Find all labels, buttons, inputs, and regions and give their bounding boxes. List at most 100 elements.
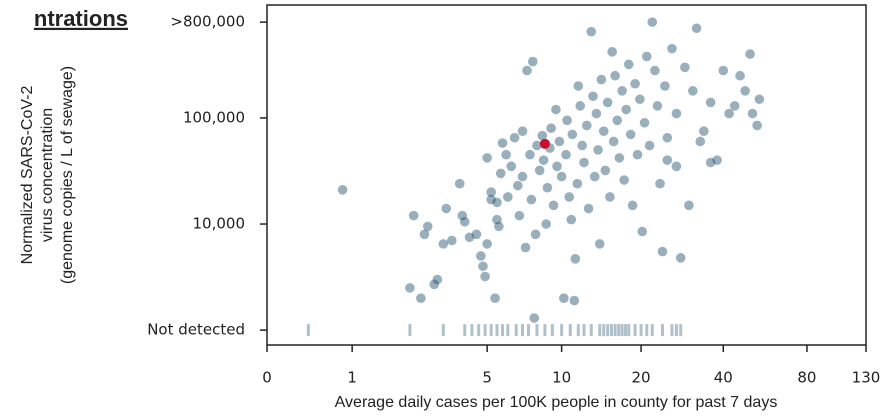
y-tick-label: >800,000 xyxy=(170,13,245,31)
data-point xyxy=(602,97,613,108)
data-point xyxy=(660,81,670,91)
data-point xyxy=(459,216,470,227)
not-detected-mark xyxy=(645,324,649,337)
data-point xyxy=(729,101,740,111)
data-point xyxy=(583,203,594,214)
plot-frame xyxy=(266,4,867,346)
data-point xyxy=(457,210,468,221)
not-detected-mark xyxy=(477,324,481,337)
data-point xyxy=(432,274,443,285)
data-point xyxy=(454,178,465,189)
data-point xyxy=(480,271,490,282)
not-detected-mark xyxy=(623,324,627,337)
y-tick-label: 100,000 xyxy=(183,108,245,126)
data-point xyxy=(594,239,605,249)
not-detected-mark xyxy=(602,324,606,337)
data-point xyxy=(517,126,528,136)
data-point xyxy=(570,254,581,264)
data-point xyxy=(497,138,508,148)
data-point xyxy=(617,86,627,96)
data-point xyxy=(548,200,559,211)
not-detected-mark xyxy=(670,324,674,337)
data-point xyxy=(514,210,525,221)
x-tick-label: 20 xyxy=(632,369,651,387)
not-detected-mark xyxy=(589,324,593,337)
data-point xyxy=(637,226,648,237)
data-point xyxy=(577,140,587,151)
data-point xyxy=(562,115,572,126)
data-point xyxy=(554,136,565,147)
not-detected-mark xyxy=(535,324,539,337)
data-point xyxy=(612,115,623,126)
data-point xyxy=(464,232,475,243)
data-point xyxy=(408,210,419,221)
data-point xyxy=(647,17,658,27)
not-detected-mark xyxy=(463,324,467,337)
data-point xyxy=(623,59,634,70)
data-point xyxy=(625,129,636,140)
not-detected-mark xyxy=(489,324,493,337)
not-detected-mark xyxy=(506,324,510,337)
not-detected-mark xyxy=(483,324,487,337)
not-detected-mark xyxy=(408,324,412,337)
data-point xyxy=(537,130,548,141)
data-point xyxy=(476,251,486,261)
data-point xyxy=(754,94,765,105)
data-point xyxy=(655,178,665,189)
data-point xyxy=(724,108,734,119)
data-point xyxy=(735,70,745,81)
data-point xyxy=(486,187,496,197)
data-point xyxy=(551,104,561,115)
data-point xyxy=(641,51,652,62)
data-point xyxy=(492,214,502,225)
data-point xyxy=(569,295,580,306)
data-point xyxy=(705,157,716,168)
data-point xyxy=(644,140,655,151)
data-point xyxy=(556,171,567,182)
not-detected-mark xyxy=(674,324,678,337)
data-point xyxy=(632,149,643,160)
not-detected-mark xyxy=(609,324,613,337)
not-detected-mark xyxy=(441,324,445,337)
not-detected-mark xyxy=(526,324,530,337)
data-point xyxy=(561,149,571,160)
data-point xyxy=(614,153,625,163)
data-point xyxy=(538,155,549,165)
not-detected-mark xyxy=(514,324,518,337)
not-detected-mark xyxy=(620,324,624,337)
data-point xyxy=(482,239,492,249)
data-point xyxy=(405,283,415,293)
data-point xyxy=(639,117,650,128)
data-point xyxy=(486,194,496,205)
data-point xyxy=(416,293,426,303)
data-point xyxy=(447,235,457,246)
not-detected-mark xyxy=(613,324,617,337)
data-point xyxy=(589,171,600,182)
data-point xyxy=(482,153,492,163)
data-point xyxy=(520,242,531,253)
data-point xyxy=(478,261,488,272)
data-point xyxy=(471,229,482,240)
data-point xyxy=(671,108,682,119)
data-point xyxy=(567,129,578,140)
data-point xyxy=(596,74,607,85)
data-point xyxy=(652,101,663,111)
data-point xyxy=(566,214,577,225)
data-point xyxy=(621,104,631,115)
data-point xyxy=(534,165,545,176)
not-detected-mark xyxy=(543,324,547,337)
data-point xyxy=(495,168,506,179)
y-tick-label: Not detected xyxy=(147,321,245,339)
y-axis-label: (genome copies / L of sewage) xyxy=(59,66,76,284)
data-point xyxy=(552,161,562,172)
data-point xyxy=(680,62,690,73)
data-point xyxy=(598,126,609,136)
data-point xyxy=(501,149,511,160)
data-point xyxy=(740,86,750,96)
data-point xyxy=(490,293,500,303)
data-point xyxy=(337,185,348,195)
data-point xyxy=(419,229,430,240)
data-point xyxy=(559,293,569,303)
x-axis-label: Average daily cases per 100K people in c… xyxy=(335,394,778,411)
data-point xyxy=(573,81,584,91)
